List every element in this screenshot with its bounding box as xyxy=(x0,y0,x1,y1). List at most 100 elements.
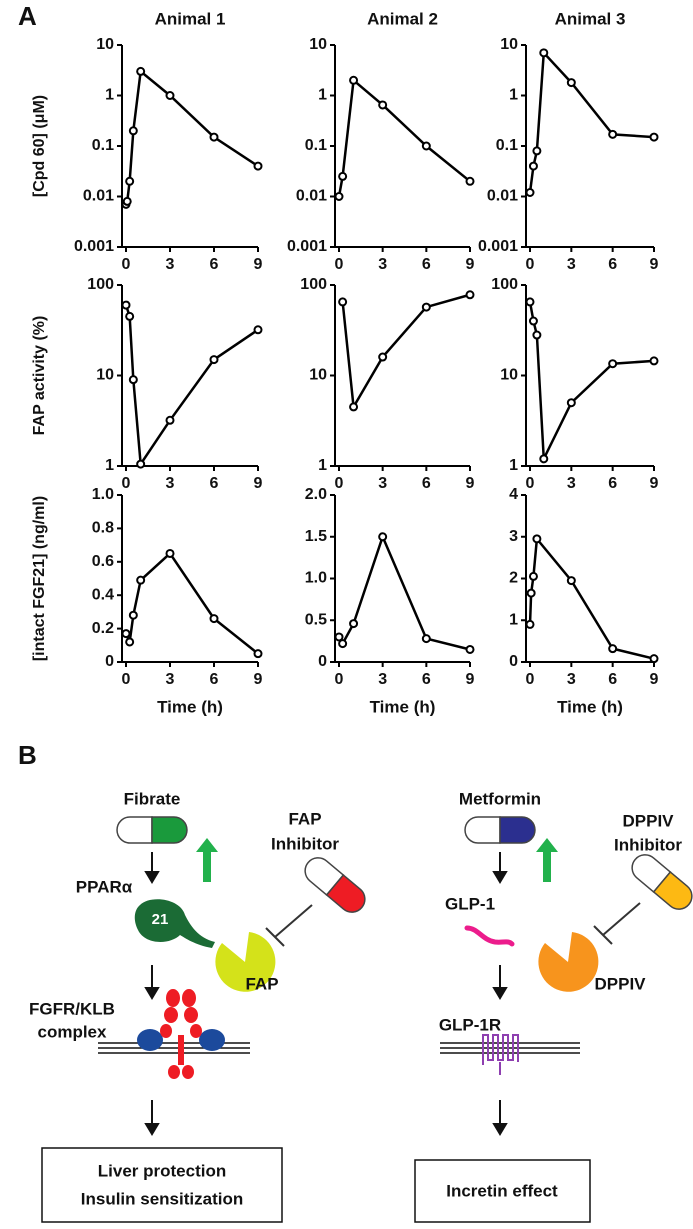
x-tick-label: 0 xyxy=(526,256,535,273)
data-point xyxy=(165,415,175,425)
y-tick-label: 0.1 xyxy=(92,137,114,154)
data-point xyxy=(253,161,263,171)
data-point xyxy=(532,534,542,544)
data-point xyxy=(338,171,348,181)
data-point xyxy=(253,325,263,335)
y-tick-label: 1 xyxy=(105,87,114,104)
y-tick-label: 0 xyxy=(509,653,518,670)
data-point xyxy=(465,176,475,186)
data-point xyxy=(378,352,388,362)
y-tick-label: 0.01 xyxy=(296,188,327,205)
data-point xyxy=(165,91,175,100)
x-tick-label: 3 xyxy=(378,256,387,273)
data-point xyxy=(209,614,219,624)
data-point xyxy=(421,302,431,312)
data-line xyxy=(528,535,655,660)
axis-line xyxy=(334,495,470,663)
data-point xyxy=(465,290,475,300)
x-tick-label: 0 xyxy=(335,475,344,492)
y-tick-label: 1 xyxy=(509,611,518,628)
y-tick-label: 10 xyxy=(500,36,518,53)
effect-label: Insulin sensitization xyxy=(81,1189,243,1208)
x-tick-label: 6 xyxy=(608,475,617,492)
pill xyxy=(631,854,693,910)
y-tick-label: 10 xyxy=(309,367,327,384)
y-tick-label: 1 xyxy=(509,87,518,104)
data-point xyxy=(136,575,146,585)
y-tick-label: 100 xyxy=(300,276,327,293)
y-tick-label: 0.01 xyxy=(83,188,114,205)
data-point xyxy=(532,146,542,156)
y-tick-label: 0.1 xyxy=(496,137,518,154)
glp1r xyxy=(482,1034,519,1075)
data-point xyxy=(349,75,359,85)
data-point xyxy=(128,610,138,620)
drug-label: Metformin xyxy=(459,789,541,808)
data-point xyxy=(378,532,388,542)
y-tick-label: 0.001 xyxy=(287,238,327,255)
x-tick-label: 6 xyxy=(608,671,617,688)
y-tick-label: 0 xyxy=(105,653,114,670)
y-axis-label: FAP activity (%) xyxy=(31,316,48,436)
y-tick-label: 1 xyxy=(509,457,518,474)
x-tick-label: 0 xyxy=(335,256,344,273)
y-tick-label: 1 xyxy=(105,457,114,474)
x-tick-label: 0 xyxy=(122,671,131,688)
axis-line xyxy=(525,285,654,467)
y-tick-label: 1.0 xyxy=(92,486,114,503)
data-point xyxy=(528,316,538,326)
data-point xyxy=(525,297,535,307)
axis-line xyxy=(525,495,654,663)
data-point xyxy=(125,311,135,321)
x-tick-label: 9 xyxy=(254,475,263,492)
y-tick-label: 0 xyxy=(318,653,327,670)
axis-line xyxy=(334,285,470,467)
panel-label: A xyxy=(18,1,37,31)
data-point xyxy=(649,132,659,142)
data-point xyxy=(334,632,344,642)
y-tick-label: 1 xyxy=(318,87,327,104)
y-tick-label: 10 xyxy=(96,367,114,384)
data-point xyxy=(525,619,535,629)
y-axis-label: [Cpd 60] (μM) xyxy=(31,95,48,197)
data-point xyxy=(136,66,146,76)
x-tick-label: 6 xyxy=(210,671,219,688)
data-point xyxy=(125,637,135,647)
y-tick-label: 0.001 xyxy=(74,238,114,255)
membrane xyxy=(98,1042,580,1054)
data-line xyxy=(528,301,655,464)
pill xyxy=(116,816,188,844)
y-tick-label: 0.001 xyxy=(478,238,518,255)
y-tick-label: 10 xyxy=(96,36,114,53)
x-tick-label: 9 xyxy=(254,671,263,688)
data-point xyxy=(649,654,659,664)
chart-title: Animal 3 xyxy=(555,9,626,28)
y-tick-label: 1.5 xyxy=(305,528,327,545)
axis-line xyxy=(525,45,654,248)
x-tick-label: 3 xyxy=(166,256,175,273)
data-point xyxy=(566,576,576,586)
x-tick-label: 0 xyxy=(122,256,131,273)
inhibitor-label: Inhibitor xyxy=(271,834,339,853)
data-point xyxy=(525,188,535,198)
data-point xyxy=(649,356,659,366)
y-axis-label: [intact FGF21] (ng/ml) xyxy=(31,496,48,661)
data-point xyxy=(334,192,344,201)
effect-box xyxy=(41,1147,283,1223)
pill xyxy=(464,816,536,844)
data-point xyxy=(338,639,348,649)
x-tick-label: 3 xyxy=(378,475,387,492)
fgfr-klb xyxy=(137,989,225,1079)
data-point xyxy=(539,48,549,58)
inhibitor-label: DPPIV xyxy=(622,811,674,830)
data-point xyxy=(528,161,538,171)
data-point xyxy=(128,375,138,385)
receptor-label: complex xyxy=(38,1022,108,1041)
y-tick-label: 10 xyxy=(309,36,327,53)
x-tick-label: 3 xyxy=(166,475,175,492)
y-tick-label: 0.01 xyxy=(487,188,518,205)
x-tick-label: 6 xyxy=(422,475,431,492)
axis-line xyxy=(121,285,258,467)
axis-line xyxy=(334,45,470,248)
